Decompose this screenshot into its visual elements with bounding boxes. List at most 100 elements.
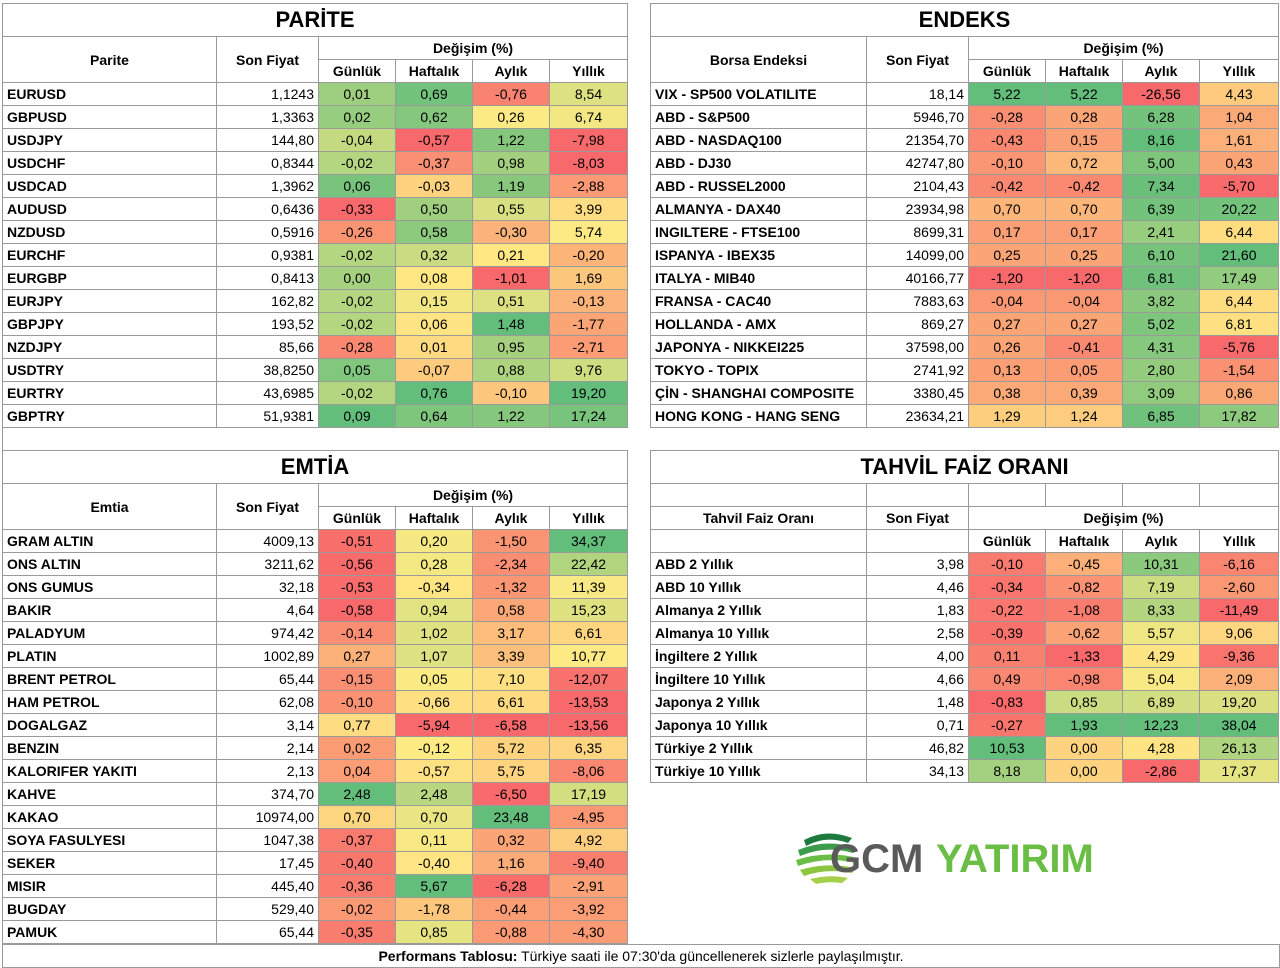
endeks-name-cell: ABD - NASDAQ100 — [650, 128, 867, 152]
emtia-son-fiyat-cell: 4009,13 — [216, 529, 319, 553]
emtia-gunluk-cell: -0,14 — [318, 621, 396, 645]
tahvil-gunluk-cell: 10,53 — [968, 736, 1046, 760]
emtia-gunluk-cell: -0,10 — [318, 690, 396, 714]
endeks-name-cell: ABD - DJ30 — [650, 151, 867, 175]
table-row: BRENT PETROL 65,44 -0,15 0,05 7,10 -12,07 — [2, 667, 629, 691]
parite-yillik-cell: 3,99 — [548, 197, 629, 221]
endeks-aylik-cell: 6,85 — [1122, 404, 1200, 428]
table-row: ABD - S&P500 5946,70 -0,28 0,28 6,28 1,04 — [650, 105, 1279, 129]
emtia-name-cell: HAM PETROL — [2, 690, 217, 714]
tahvil-aylik-cell: 5,57 — [1122, 621, 1200, 645]
emtia-yillik-cell: -4,95 — [548, 805, 629, 829]
parite-yillik-cell: -8,03 — [548, 151, 629, 175]
parite-haftalik-cell: 0,69 — [395, 82, 473, 106]
tahvil-aylik-cell: 10,31 — [1122, 552, 1200, 576]
endeks-haftalik-cell: 0,05 — [1045, 358, 1123, 382]
tahvil-name-cell: ABD 10 Yıllık — [650, 575, 867, 599]
tahvil-haftalik-cell: 1,93 — [1045, 713, 1123, 737]
emtia-yillik-cell: 15,23 — [548, 598, 629, 622]
tahvil-name-cell: ABD 2 Yıllık — [650, 552, 867, 576]
parite-son-fiyat-cell: 1,3363 — [216, 105, 319, 129]
parite-gunluk-cell: -0,02 — [318, 381, 396, 405]
endeks-haftalik-cell: -0,41 — [1045, 335, 1123, 359]
table-row: PALADYUM 974,42 -0,14 1,02 3,17 6,61 — [2, 621, 629, 645]
degisim-header: Değişim (%) — [317, 483, 629, 507]
emtia-name-cell: SOYA FASULYESI — [2, 828, 217, 852]
emtia-title: EMTİA — [1, 450, 629, 484]
endeks-son-fiyat-cell: 40166,77 — [866, 266, 969, 290]
emtia-haftalik-cell: 1,07 — [395, 644, 473, 668]
tahvil-haftalik-cell: -0,45 — [1045, 552, 1123, 576]
aylik-header: Aylık — [1122, 59, 1200, 83]
parite-haftalik-cell: 0,64 — [395, 404, 473, 428]
haftalik-header: Haftalık — [395, 59, 473, 83]
parite-gunluk-cell: 0,00 — [318, 266, 396, 290]
parite-name-cell: USDCHF — [2, 151, 217, 175]
parite-aylik-cell: -1,01 — [472, 266, 550, 290]
endeks-haftalik-cell: -0,04 — [1045, 289, 1123, 313]
emtia-son-fiyat-cell: 2,14 — [216, 736, 319, 760]
parite-name-cell: EURCHF — [2, 243, 217, 267]
parite-gunluk-cell: -0,02 — [318, 151, 396, 175]
endeks-haftalik-cell: 0,72 — [1045, 151, 1123, 175]
parite-name-cell: GBPTRY — [2, 404, 217, 428]
table-row: ABD - DJ30 42747,80 -0,10 0,72 5,00 0,43 — [650, 151, 1279, 175]
parite-haftalik-cell: 0,08 — [395, 266, 473, 290]
parite-aylik-cell: 0,26 — [472, 105, 550, 129]
emtia-table: EMTİA Emtia Son Fiyat Değişim (%) Günlük… — [1, 450, 629, 944]
emtia-son-fiyat-cell: 445,40 — [216, 874, 319, 898]
emtia-gunluk-cell: -0,37 — [318, 828, 396, 852]
parite-yillik-cell: -0,13 — [548, 289, 629, 313]
emtia-haftalik-cell: -5,94 — [395, 713, 473, 737]
gunluk-header: Günlük — [318, 59, 396, 83]
emtia-name-header: Emtia — [2, 483, 217, 530]
parite-name-cell: EURUSD — [2, 82, 217, 106]
tahvil-name-cell: İngiltere 10 Yıllık — [650, 667, 867, 691]
endeks-yillik-cell: 17,49 — [1199, 266, 1279, 290]
yillik-header: Yıllık — [548, 59, 629, 83]
tahvil-haftalik-cell: -0,98 — [1045, 667, 1123, 691]
endeks-aylik-cell: 6,39 — [1122, 197, 1200, 221]
parite-aylik-cell: 0,95 — [472, 335, 550, 359]
endeks-yillik-cell: 1,04 — [1199, 105, 1279, 129]
endeks-son-fiyat-cell: 21354,70 — [866, 128, 969, 152]
emtia-yillik-cell: -13,56 — [548, 713, 629, 737]
emtia-name-cell: PAMUK — [2, 920, 217, 944]
emtia-haftalik-cell: -0,57 — [395, 759, 473, 783]
emtia-aylik-cell: -6,58 — [472, 713, 550, 737]
tahvil-son-fiyat-cell: 3,98 — [866, 552, 969, 576]
emtia-haftalik-cell: -0,12 — [395, 736, 473, 760]
footer-text: Türkiye saati ile 07:30'da güncellenerek… — [517, 948, 904, 964]
tahvil-son-fiyat-cell: 4,66 — [866, 667, 969, 691]
emtia-aylik-cell: -1,50 — [472, 529, 550, 553]
parite-yillik-cell: 6,74 — [548, 105, 629, 129]
tahvil-haftalik-cell: -1,08 — [1045, 598, 1123, 622]
emtia-gunluk-cell: -0,56 — [318, 552, 396, 576]
endeks-haftalik-cell: 0,39 — [1045, 381, 1123, 405]
emtia-haftalik-cell: -0,40 — [395, 851, 473, 875]
table-row: ÇİN - SHANGHAI COMPOSITE 3380,45 0,38 0,39 3… — [650, 381, 1279, 405]
parite-haftalik-cell: 0,32 — [395, 243, 473, 267]
emtia-son-fiyat-cell: 4,64 — [216, 598, 319, 622]
parite-gunluk-cell: 0,02 — [318, 105, 396, 129]
tahvil-gunluk-cell: -0,34 — [968, 575, 1046, 599]
emtia-name-cell: GRAM ALTIN — [2, 529, 217, 553]
endeks-gunluk-cell: 0,25 — [968, 243, 1046, 267]
parite-haftalik-cell: -0,03 — [395, 174, 473, 198]
footer-bold: Performans Tablosu: — [378, 948, 518, 964]
endeks-son-fiyat-cell: 37598,00 — [866, 335, 969, 359]
table-row: VIX - SP500 VOLATILITE 18,14 5,22 5,22 -26,5… — [650, 82, 1279, 106]
emtia-haftalik-cell: -0,66 — [395, 690, 473, 714]
tahvil-haftalik-cell: -1,33 — [1045, 644, 1123, 668]
tahvil-gunluk-cell: -0,27 — [968, 713, 1046, 737]
footer-note: Performans Tablosu: Türkiye saati ile 07… — [2, 944, 1280, 968]
son-fiyat-header: Son Fiyat — [866, 36, 969, 83]
parite-son-fiyat-cell: 0,5916 — [216, 220, 319, 244]
tahvil-title: TAHVİL FAİZ ORANI — [649, 450, 1280, 484]
emtia-yillik-cell: 6,35 — [548, 736, 629, 760]
tahvil-haftalik-cell: -0,62 — [1045, 621, 1123, 645]
table-row: ITALYA - MIB40 40166,77 -1,20 -1,20 6,81 17,4… — [650, 266, 1279, 290]
emtia-haftalik-cell: 1,02 — [395, 621, 473, 645]
endeks-aylik-cell: 4,31 — [1122, 335, 1200, 359]
tahvil-son-fiyat-cell: 1,48 — [866, 690, 969, 714]
